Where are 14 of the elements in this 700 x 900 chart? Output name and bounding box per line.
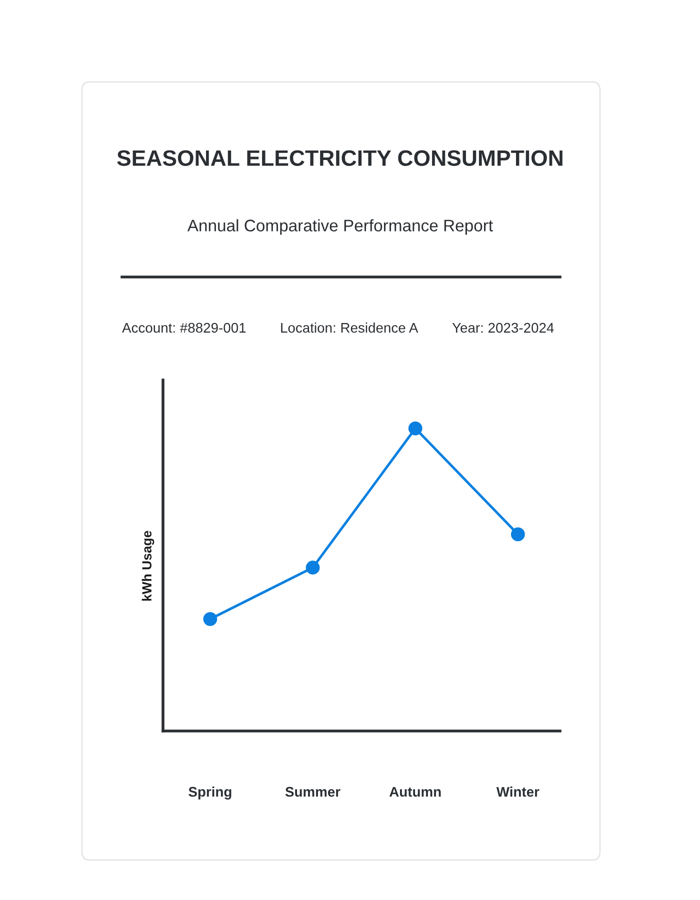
point	[408, 421, 422, 436]
x-tick-label: Summer	[285, 786, 340, 797]
text: Account: #8829-001	[122, 322, 246, 333]
x-tick-label: Autumn	[389, 787, 441, 797]
chart-subtitle: Annual Comparative Performance Report	[187, 219, 493, 235]
point	[203, 612, 218, 626]
y-axis-title: kWh Usage	[142, 530, 154, 601]
text: Year: 2023-2024	[452, 322, 554, 333]
point	[306, 560, 320, 575]
text: Location: Residence A	[281, 322, 418, 333]
chart-title: SEASONAL ELECTRICITY CONSUMPTION	[117, 150, 562, 166]
x-tick-label: Spring	[188, 786, 232, 800]
x-tick-label: Winter	[496, 786, 540, 797]
point	[510, 527, 525, 542]
